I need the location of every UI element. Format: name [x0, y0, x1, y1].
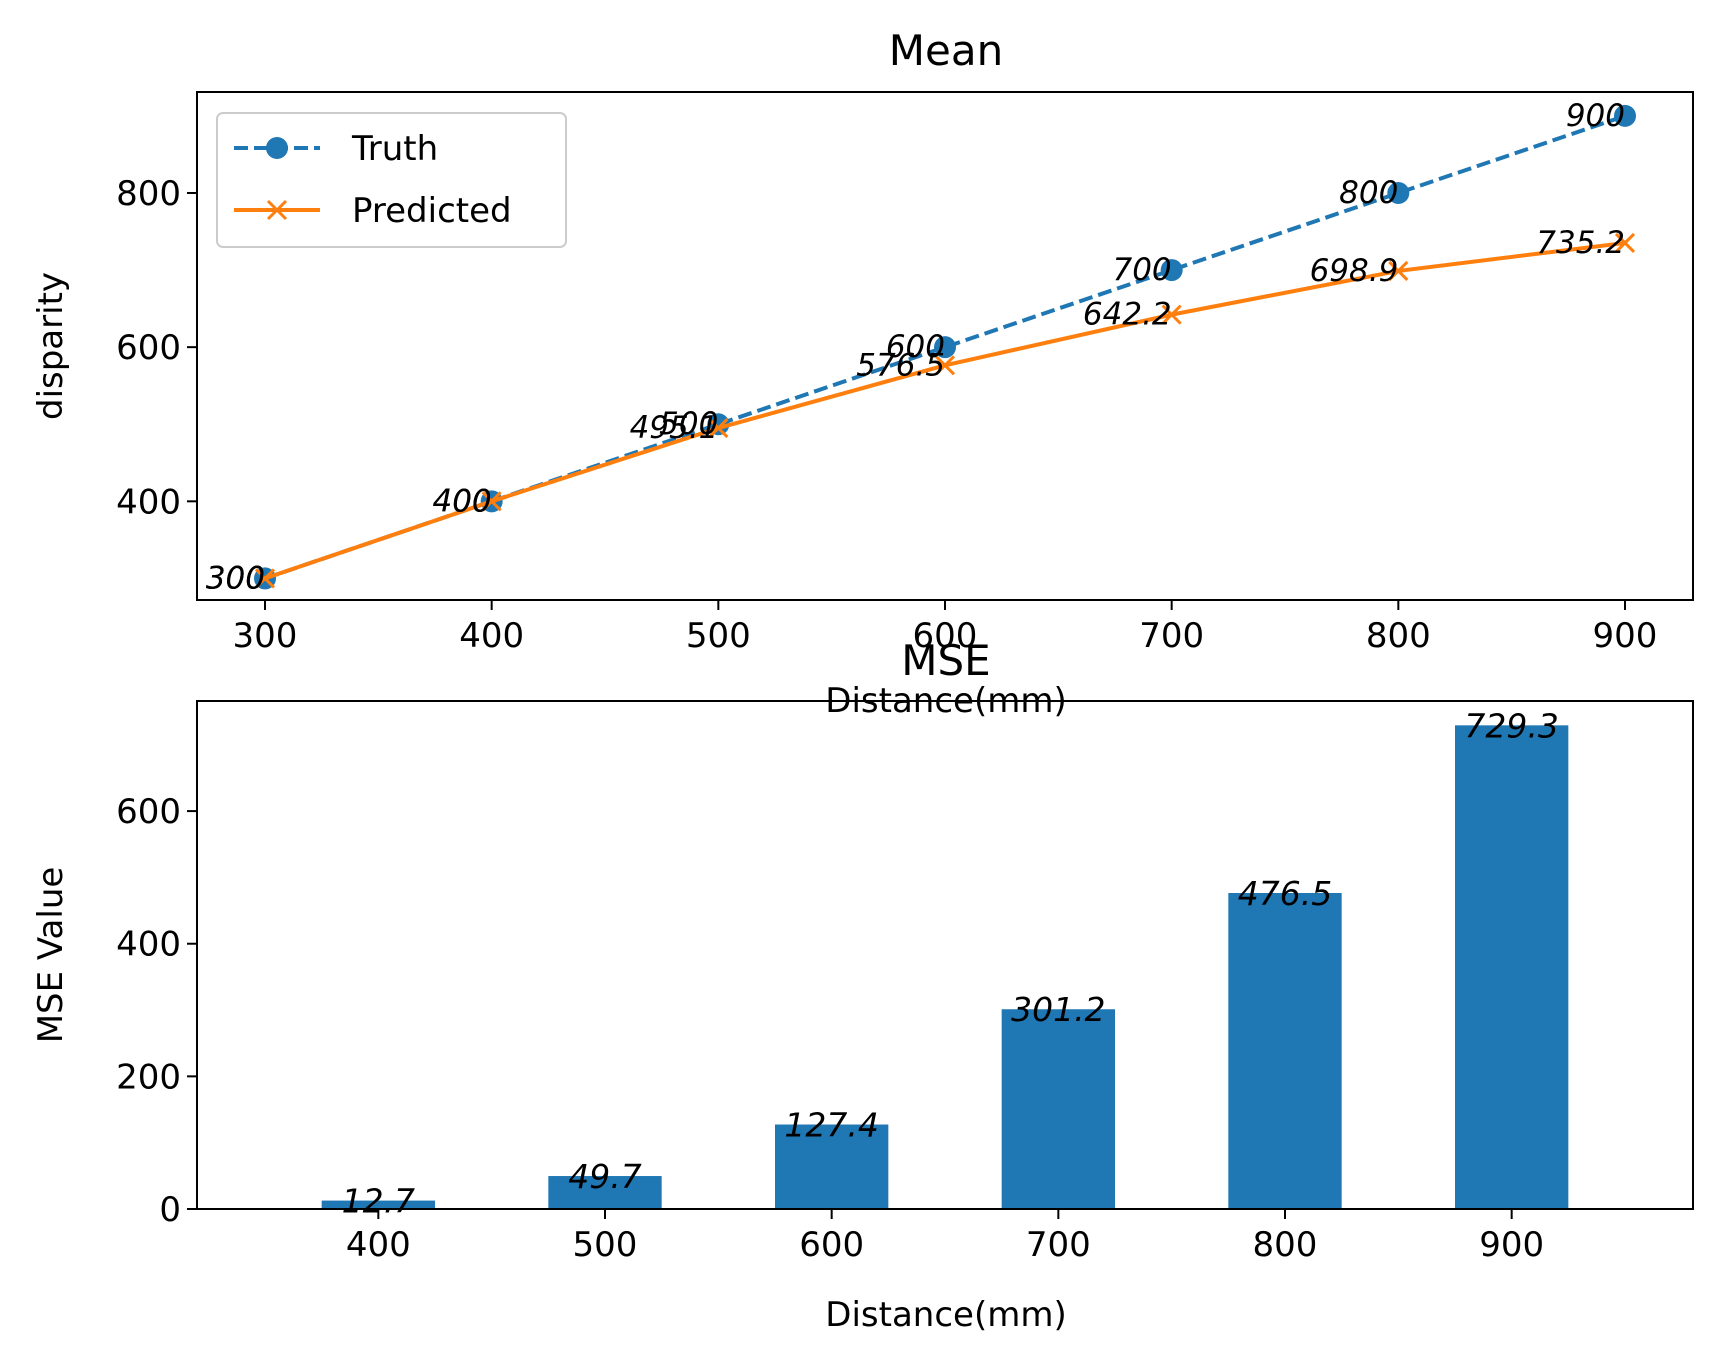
mean-x-tick-label: 300 — [233, 616, 298, 656]
truth-point — [1387, 181, 1410, 204]
mse-y-axis-label: MSE Value — [31, 867, 71, 1044]
mse-x-axis-label: Distance(mm) — [825, 1295, 1066, 1335]
predicted-data-label: 735.2 — [1536, 225, 1625, 261]
truth-point — [1614, 104, 1636, 127]
mse-bar — [321, 1200, 435, 1209]
truth-point — [1160, 259, 1183, 282]
mean-y-ticks: 400 600 800 — [116, 174, 197, 522]
legend-truth-label: Truth — [351, 129, 438, 169]
legend-truth-marker — [266, 137, 288, 159]
truth-data-label: 600 — [886, 329, 945, 365]
mse-y-tick-label: 400 — [116, 925, 181, 965]
mse-x-tick-label: 500 — [573, 1225, 638, 1265]
predicted-point — [254, 568, 276, 589]
truth-data-label: 400 — [432, 483, 491, 519]
mse-x-tick-label: 600 — [799, 1225, 864, 1265]
predicted-point — [708, 417, 729, 439]
mse-chart-frame — [196, 700, 1694, 1210]
predicted-point — [1161, 304, 1182, 325]
predicted-data-label: 576.5 — [856, 347, 945, 383]
mean-chart-title: Mean — [889, 26, 1003, 75]
mean-x-ticks: 300 400 500 600 700 800 900 — [233, 600, 1658, 656]
truth-data-label: 800 — [1339, 175, 1398, 211]
mse-x-ticks: 400 500 600 700 800 900 — [346, 1209, 1544, 1265]
mse-x-tick-label: 400 — [346, 1225, 411, 1265]
mean-y-tick-label: 800 — [116, 174, 181, 214]
mean-x-tick-label: 700 — [1139, 616, 1204, 656]
truth-data-label: 700 — [1112, 252, 1171, 288]
truth-data-label: 900 — [1566, 98, 1625, 134]
mse-bar-label: 49.7 — [568, 1157, 641, 1196]
mse-bar — [548, 1176, 662, 1209]
mse-bar — [1228, 892, 1342, 1209]
legend-predicted-marker — [266, 199, 288, 221]
mean-x-tick-label: 800 — [1366, 616, 1431, 656]
mse-bar-label: 729.3 — [1464, 706, 1558, 745]
mse-y-tick-label: 200 — [116, 1057, 181, 1097]
mse-bar-label: 301.2 — [1011, 990, 1105, 1029]
mse-x-tick-label: 900 — [1479, 1225, 1544, 1265]
mean-legend: Truth Predicted — [216, 112, 567, 248]
mse-x-tick-label: 800 — [1253, 1225, 1318, 1265]
mse-x-tick-label: 700 — [1026, 1225, 1091, 1265]
mean-x-tick-label: 600 — [913, 616, 978, 656]
predicted-point — [1614, 232, 1636, 253]
truth-data-label: 500 — [659, 406, 718, 442]
mean-y-tick-label: 600 — [116, 328, 181, 368]
truth-point — [934, 336, 956, 359]
mean-chart-frame — [196, 91, 1694, 601]
predicted-data-label: 300 — [206, 560, 265, 596]
mse-bar-label: 127.4 — [784, 1106, 878, 1145]
mse-y-tick-label: 600 — [116, 792, 181, 832]
mse-bar — [1455, 725, 1569, 1209]
mean-x-tick-label: 500 — [686, 616, 751, 656]
mse-bar — [1001, 1009, 1115, 1209]
mse-bar — [775, 1124, 889, 1209]
predicted-point — [481, 491, 502, 512]
predicted-data-label: 698.9 — [1310, 253, 1399, 289]
predicted-data-label: 642.2 — [1083, 297, 1172, 333]
mean-x-tick-label: 400 — [459, 616, 524, 656]
mse-y-ticks: 0 200 400 600 — [116, 792, 197, 1230]
mean-y-tick-label: 400 — [116, 482, 181, 522]
truth-data-label: 300 — [206, 560, 265, 596]
predicted-data-label: 400 — [432, 483, 491, 519]
predicted-point — [934, 355, 956, 376]
mean-x-tick-label: 900 — [1593, 616, 1658, 656]
legend-predicted-label: Predicted — [352, 191, 512, 231]
mse-chart-title: MSE — [901, 636, 990, 685]
mse-bar-label: 476.5 — [1238, 874, 1332, 913]
mean-chart-marks: 300400500600700800900300400495.1576.5642… — [206, 98, 1636, 596]
predicted-point — [1388, 260, 1409, 281]
mean-chart: Mean 300 400 500 600 700 800 900 300 400 495.1 576… — [31, 26, 1694, 721]
mse-y-tick-label: 0 — [159, 1190, 181, 1230]
mean-y-axis-label: disparity — [31, 272, 71, 420]
predicted-data-label: 495.1 — [630, 410, 719, 446]
